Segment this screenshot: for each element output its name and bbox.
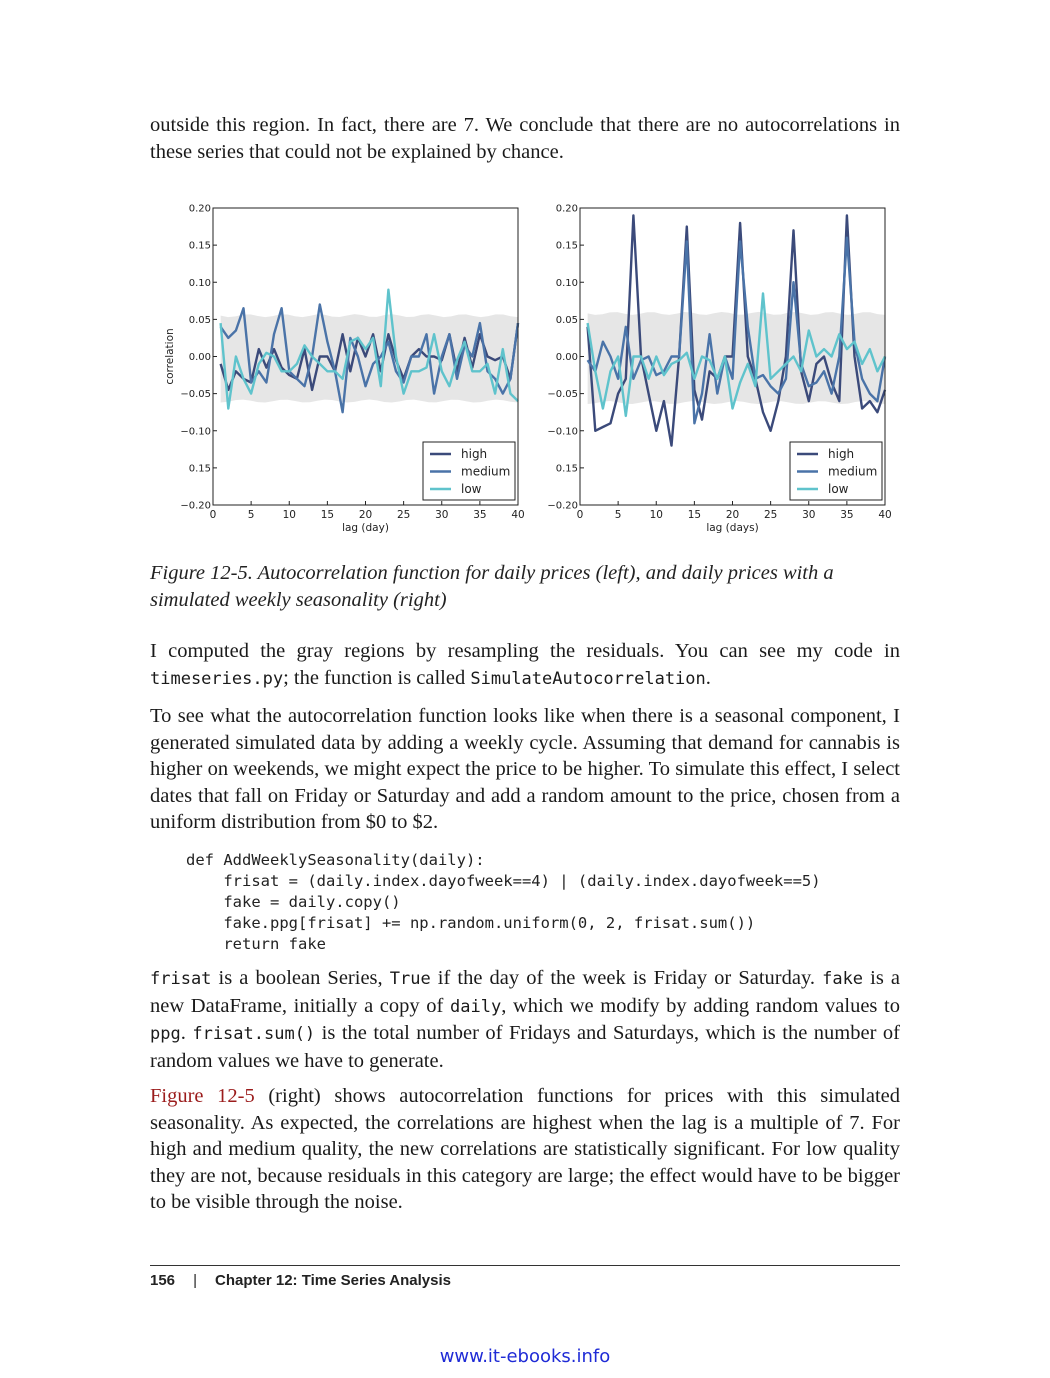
y-tick-label: 0.15 [556,241,578,252]
code-block: def AddWeeklySeasonality(daily): frisat … [186,851,821,953]
y-tick-label: 0.20 [189,204,211,215]
y-tick-label: 0.15 [189,241,211,252]
text: . [705,666,711,689]
legend-label-medium: medium [461,465,510,479]
y-tick-label: 0.15 [189,463,211,474]
paragraph-gray-regions: I computed the gray regions by resamplin… [150,638,900,692]
code-inline: daily [450,996,502,1017]
y-tick-label: −0.05 [180,389,211,400]
code-inline: frisat.sum() [192,1024,316,1044]
chart-left-svg: 0 5 10 15 20 25 30 35 40 −0.20 0.15 −0.10 −0.05 0.00 0… [164,204,525,535]
y-tick-label: 0.10 [189,278,211,289]
y-tick-label: −0.10 [180,426,211,437]
code-inline: SimulateAutocorrelation [470,668,706,689]
x-tick-label: 10 [650,509,663,521]
x-tick-label: 5 [615,509,622,521]
y-tick-label: 0.15 [556,463,578,474]
x-tick-label: 10 [283,509,296,521]
paragraph-figure-discussion: Figure 12-5 (right) shows autocorrelatio… [150,1083,900,1216]
x-tick-label: 15 [688,509,701,521]
text: (right) shows autocorrelation functions … [150,1085,900,1213]
text: ; the function is called [283,666,471,689]
text: is a boolean Series, [211,967,390,989]
x-tick-label: 35 [473,509,486,521]
legend-label-medium: medium [828,465,877,479]
footer-separator: | [193,1272,197,1289]
footer-rule [150,1265,900,1266]
legend-label-high: high [461,447,487,461]
series-line-medium [219,303,520,414]
y-tick-label: −0.20 [547,501,578,512]
text: . [180,1022,193,1044]
series-line-low [586,292,887,418]
y-tick-label: 0.00 [556,352,578,363]
paragraph-intro: outside this region. In fact, there are … [150,114,900,163]
chart-right: 0 5 10 15 20 25 30 35 40 −0.20 0.15 −0.10 −0.05 0.00 0… [527,195,897,545]
y-tick-label: −0.05 [547,389,578,400]
text: is a new DataFrame, initially a copy of [150,967,900,1017]
paragraph-seasonal: To see what the autocorrelation function… [150,705,900,833]
x-tick-label: 40 [878,509,891,521]
x-tick-label: 0 [577,509,584,521]
code-inline: timeseries.py [150,668,284,689]
chart-right-svg: 0 5 10 15 20 25 30 35 40 −0.20 0.15 −0.10 −0.05 0.00 0… [547,204,891,535]
legend-label-low: low [828,482,849,496]
code-inline: frisat [150,969,212,989]
x-tick-label: 40 [511,509,524,521]
chapter-title: Chapter 12: Time Series Analysis [215,1272,451,1289]
series-line-medium [586,236,887,425]
x-tick-label: 30 [802,509,815,521]
y-axis-label: correlation [164,328,176,384]
figure-caption: Figure 12-5. Autocorrelation function fo… [150,562,834,611]
x-axis-label: lag (days) [706,522,758,534]
x-tick-label: 20 [359,509,372,521]
y-tick-label: 0.20 [556,204,578,215]
x-tick-label: 0 [210,509,217,521]
x-axis-label: lag (day) [342,522,389,534]
legend-label-high: high [828,447,854,461]
y-tick-label: 0.05 [556,315,578,326]
y-tick-label: −0.10 [547,426,578,437]
chart-left: 0 5 10 15 20 25 30 35 40 −0.20 0.15 −0.10 −0.05 0.00 0… [160,195,530,545]
code-inline: fake [822,969,864,989]
watermark-link[interactable]: www.it-ebooks.info [439,1346,611,1367]
x-tick-label: 5 [248,509,255,521]
y-tick-label: 0.05 [189,315,211,326]
text: is the total number of Fridays and Satur… [150,1022,900,1072]
text: , which we modify by adding random value… [501,994,900,1017]
series-line-low [219,288,519,410]
x-tick-label: 25 [764,509,777,521]
x-tick-label: 15 [321,509,334,521]
x-tick-label: 35 [840,509,853,521]
code-inline: ppg [150,1024,181,1044]
y-tick-label: 0.00 [189,352,211,363]
legend-label-low: low [461,482,482,496]
figure-link[interactable]: Figure 12-5 [150,1085,255,1107]
text: if the day of the week is Friday or Satu… [430,967,823,989]
x-tick-label: 30 [435,509,448,521]
page-footer: 156 | Chapter 12: Time Series Analysis [150,1272,451,1289]
x-tick-label: 25 [397,509,410,521]
y-tick-label: −0.20 [180,501,211,512]
x-tick-label: 20 [726,509,739,521]
y-tick-label: 0.10 [556,278,578,289]
text: I computed the gray regions by resamplin… [150,640,900,662]
page-number: 156 [150,1272,176,1289]
paragraph-frisat: frisat is a boolean Series, True if the … [150,965,900,1074]
confidence-band [220,314,518,403]
code-inline: True [389,969,431,989]
